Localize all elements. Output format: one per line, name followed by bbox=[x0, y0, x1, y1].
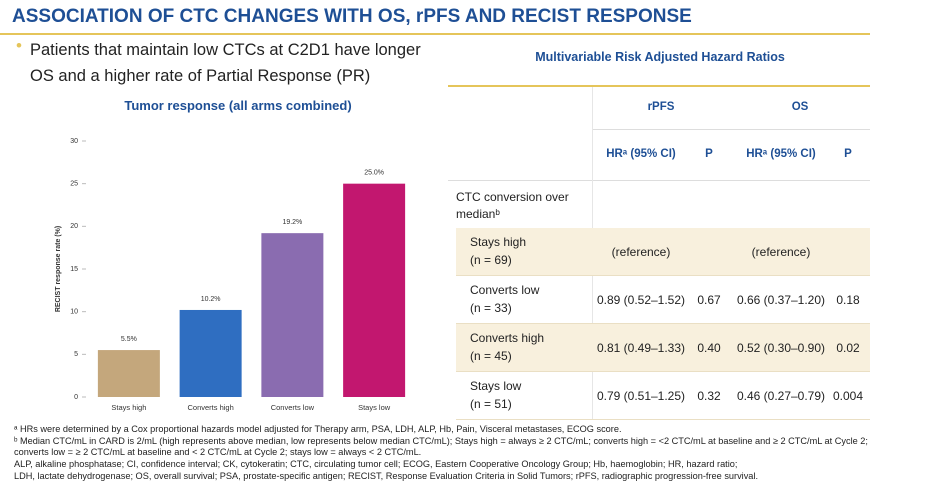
row-label: Converts low bbox=[470, 283, 540, 297]
x-tick-label: Converts high bbox=[187, 403, 233, 412]
row-n: (n = 69) bbox=[470, 253, 512, 267]
row-label: Stays high bbox=[470, 235, 527, 249]
column-header: P bbox=[705, 148, 713, 160]
footnote: ᵃ HRs were determined by a Cox proportio… bbox=[14, 424, 622, 434]
value-label: 10.2% bbox=[201, 296, 221, 303]
cell: 0.66 (0.37–1.20) bbox=[736, 293, 826, 307]
chart: RECIST response rate (%) 0 5 10 15 20 25 30 Stay… bbox=[55, 138, 406, 412]
row-band bbox=[456, 228, 870, 276]
value-label: 5.5% bbox=[121, 336, 137, 343]
footnote: LDH, lactate dehydrogenase; OS, overall … bbox=[14, 470, 759, 481]
x-tick-label: Converts low bbox=[271, 403, 315, 412]
bar bbox=[261, 233, 324, 397]
bar bbox=[179, 309, 242, 397]
rule bbox=[448, 180, 870, 181]
bar bbox=[343, 183, 406, 397]
bullet-dot: • bbox=[16, 36, 22, 55]
row-rule bbox=[456, 275, 870, 276]
row-rule bbox=[456, 419, 870, 420]
y-tick-label: 20 bbox=[70, 223, 78, 230]
cell: (reference) bbox=[751, 245, 811, 259]
section-label: CTC conversion over medianᵇ bbox=[456, 190, 569, 221]
cell: 0.89 (0.52–1.52) bbox=[596, 293, 686, 307]
row-rule bbox=[456, 371, 870, 372]
y-axis-title: RECIST response rate (%) bbox=[55, 226, 62, 312]
table-title: Multivariable Risk Adjusted Hazard Ratio… bbox=[535, 50, 785, 64]
footnote: ALP, alkaline phosphatase; CI, confidenc… bbox=[14, 459, 738, 469]
y-tick-label: 10 bbox=[70, 309, 78, 316]
cell: (reference) bbox=[611, 245, 671, 259]
row-n: (n = 45) bbox=[470, 349, 512, 363]
rule bbox=[592, 129, 870, 130]
cell: 0.40 bbox=[697, 341, 721, 355]
y-tick-label: 30 bbox=[70, 138, 78, 145]
cell: 0.67 bbox=[697, 293, 721, 307]
row-label: Converts high bbox=[470, 331, 545, 345]
chart-title: Tumor response (all arms combined) bbox=[124, 98, 352, 113]
x-tick-label: Stays low bbox=[358, 403, 391, 412]
y-tick-label: 15 bbox=[70, 266, 78, 273]
group-header: OS bbox=[791, 101, 809, 113]
cell: 0.79 (0.51–1.25) bbox=[596, 389, 686, 403]
cell: 0.81 (0.49–1.33) bbox=[596, 341, 686, 355]
x-tick-label: Stays high bbox=[111, 403, 146, 412]
row-rule bbox=[456, 323, 870, 324]
column-header: HRᵃ (95% CI) bbox=[746, 148, 816, 160]
footnote: ᵇ Median CTC/mL in CARD is 2/mL (high re… bbox=[14, 435, 868, 457]
cell: 0.004 bbox=[832, 389, 864, 403]
cell: 0.18 bbox=[836, 293, 860, 307]
bullet: Patients that maintain low CTCs at C2D1 … bbox=[30, 41, 421, 85]
cell: 0.46 (0.27–0.79) bbox=[736, 389, 826, 403]
column-header: HRᵃ (95% CI) bbox=[606, 148, 676, 160]
slide-title: ASSOCIATION OF CTC CHANGES WITH OS, rPFS… bbox=[12, 6, 692, 27]
cell: 0.52 (0.30–0.90) bbox=[736, 341, 826, 355]
value-label: 19.2% bbox=[282, 219, 302, 226]
row-n: (n = 51) bbox=[470, 397, 512, 411]
row-band bbox=[456, 324, 870, 372]
group-header: rPFS bbox=[647, 101, 675, 113]
rule bbox=[0, 33, 870, 35]
cell: 0.32 bbox=[697, 389, 721, 403]
bar bbox=[97, 350, 160, 397]
row-n: (n = 33) bbox=[470, 301, 512, 315]
column-header: P bbox=[844, 148, 852, 160]
y-tick-label: 5 bbox=[74, 351, 78, 358]
rule bbox=[448, 85, 870, 87]
row-label: Stays low bbox=[470, 379, 522, 393]
value-label: 25.0% bbox=[364, 170, 384, 177]
y-tick-label: 25 bbox=[70, 181, 78, 188]
y-tick-label: 0 bbox=[74, 394, 78, 401]
cell: 0.02 bbox=[836, 341, 860, 355]
